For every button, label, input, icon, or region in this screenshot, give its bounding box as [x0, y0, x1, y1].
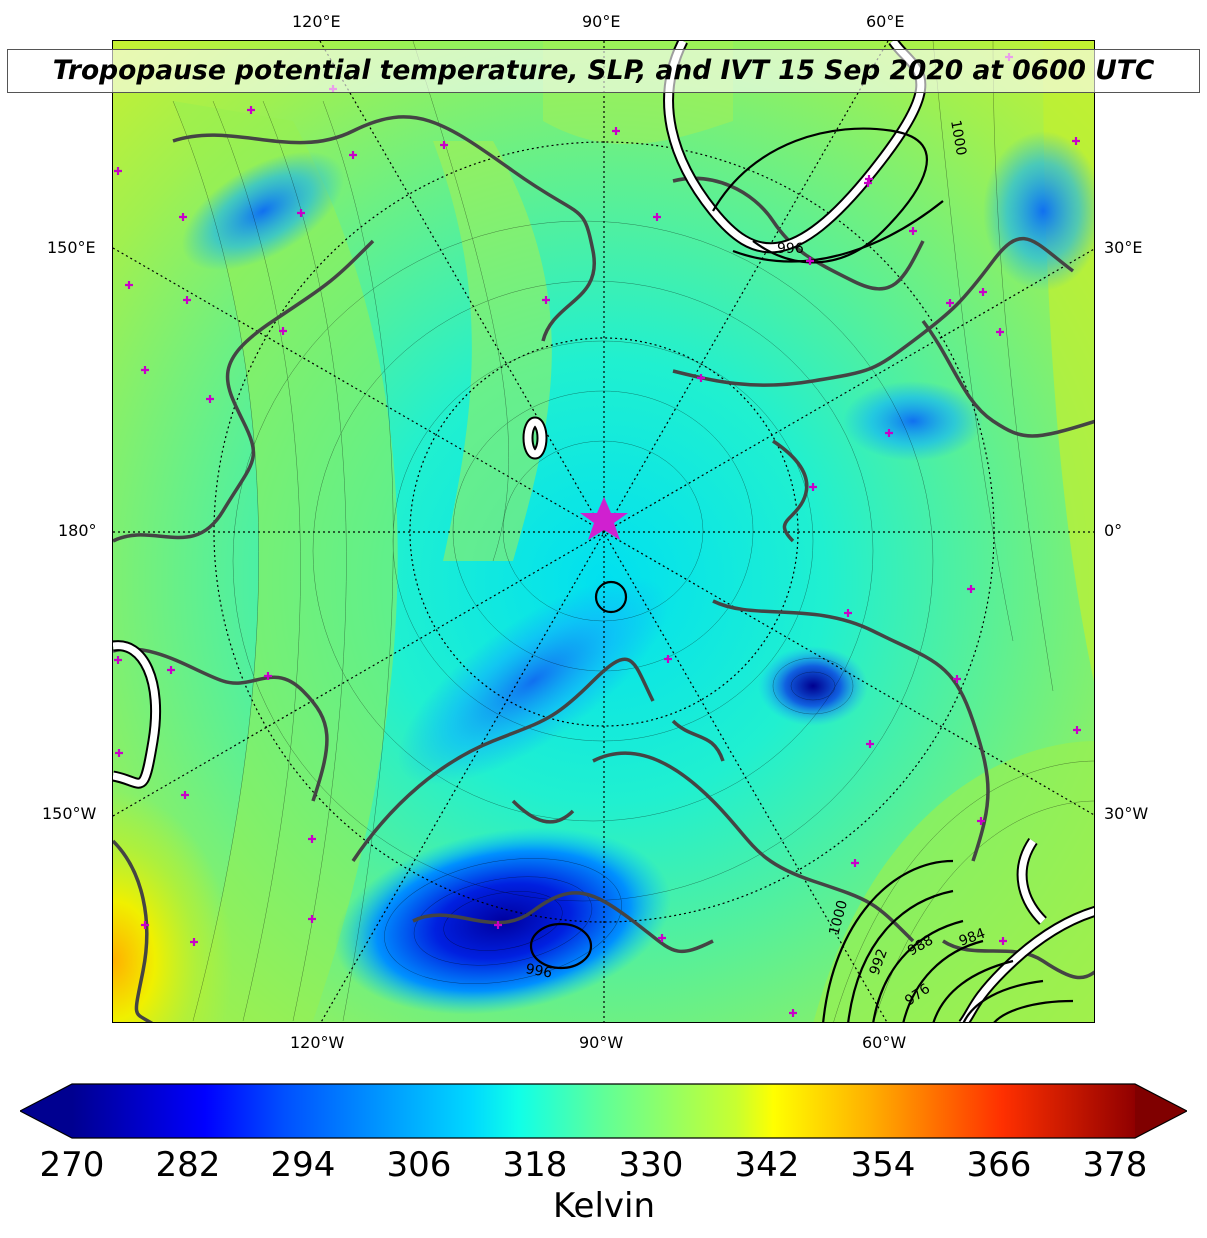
lon-label-right: 0°	[1104, 521, 1123, 540]
cold-anomaly	[843, 381, 983, 461]
pole-star-icon	[580, 497, 628, 540]
lon-label-right: 30°E	[1104, 238, 1143, 257]
slp-label: 996	[777, 241, 804, 257]
colorbar-tick: 306	[386, 1145, 452, 1185]
lon-label-left: 150°W	[42, 804, 97, 823]
slp-labels: 1000 996 1000 992 988 984 976 996	[524, 119, 987, 1009]
slp-label: 1000	[947, 119, 969, 157]
lon-label-top: 60°E	[866, 12, 905, 31]
station-markers	[114, 53, 1081, 1017]
graticule	[113, 41, 1094, 1022]
colorbar-tick: 282	[155, 1145, 221, 1185]
colorbar-label: Kelvin	[552, 1186, 656, 1226]
lon-label-left: 180°	[58, 521, 97, 540]
map-panel: 1000 996 1000 992 988 984 976 996	[112, 40, 1095, 1023]
colorbar-tick: 354	[850, 1145, 916, 1185]
colorbar-extend-high	[1135, 1084, 1187, 1138]
lon-label-bottom: 60°W	[862, 1033, 907, 1052]
coastlines	[113, 115, 1094, 1022]
slp-contours	[529, 127, 1074, 1022]
map-title: Tropopause potential temperature, SLP, a…	[7, 49, 1200, 93]
colorbar-tick: 366	[966, 1145, 1032, 1185]
colorbar-tick: 318	[502, 1145, 568, 1185]
warm-ridge	[433, 141, 552, 561]
colorbar	[18, 1083, 1189, 1139]
cold-anomaly	[181, 151, 345, 271]
cold-anomaly	[983, 131, 1094, 291]
map-canvas: 1000 996 1000 992 988 984 976 996	[113, 41, 1094, 1022]
lon-label-bottom: 120°W	[290, 1033, 345, 1052]
colorbar-tick: 294	[270, 1145, 336, 1185]
cold-anomaly	[397, 576, 669, 786]
colorbar-tick: 378	[1082, 1145, 1148, 1185]
lon-label-bottom: 90°W	[579, 1033, 624, 1052]
lon-label-left: 150°E	[47, 238, 96, 257]
cold-low	[758, 646, 868, 726]
lon-label-right: 30°W	[1104, 804, 1149, 823]
slp-label: 996	[524, 961, 553, 981]
colorbar-extend-low	[20, 1084, 72, 1138]
colorbar-tick: 330	[618, 1145, 684, 1185]
colorbar-tick: 342	[734, 1145, 800, 1185]
lon-label-top: 120°E	[292, 12, 341, 31]
theta-contours	[172, 41, 1094, 1022]
colorbar-gradient	[72, 1084, 1135, 1138]
colorbar-tick: 270	[39, 1145, 105, 1185]
lon-label-top: 90°E	[582, 12, 621, 31]
